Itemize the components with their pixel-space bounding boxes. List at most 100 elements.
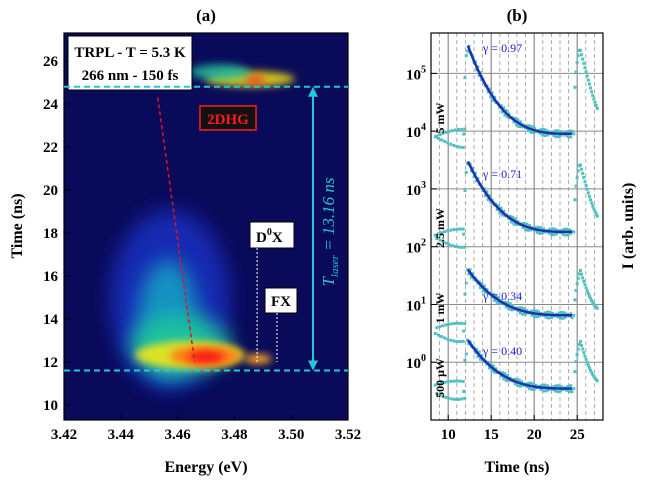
data-point: [439, 335, 443, 339]
data-point: [482, 284, 486, 288]
data-point: [513, 116, 517, 120]
data-point: [522, 307, 526, 311]
data-point: [520, 380, 524, 384]
data-point: [537, 310, 540, 314]
data-point: [438, 238, 442, 242]
data-point: [560, 310, 564, 314]
fit-curve: [466, 339, 572, 390]
data-point: [503, 300, 507, 304]
data-point: [570, 390, 574, 394]
data-point: [526, 129, 530, 133]
data-point: [574, 288, 578, 292]
data-point: [504, 109, 508, 113]
data-point: [506, 115, 510, 119]
data-point: [580, 343, 584, 347]
data-point: [502, 377, 506, 381]
data-point: [553, 389, 557, 393]
data-point: [436, 382, 440, 386]
data-point: [540, 133, 544, 137]
data-point: [556, 315, 560, 319]
data-point: [494, 294, 498, 298]
data-point: [484, 194, 488, 198]
data-point: [591, 300, 595, 304]
data-point: [537, 225, 540, 229]
data-point: [576, 347, 580, 351]
data-point: [455, 144, 459, 148]
tag-2dhg: 2DHG: [207, 112, 249, 128]
data-point: [511, 304, 515, 308]
data-point: [517, 306, 521, 310]
data-point: [522, 222, 526, 226]
data-point: [592, 97, 596, 101]
data-point: [534, 383, 538, 387]
y-tick-label: 24: [43, 97, 59, 113]
data-point: [438, 393, 442, 397]
data-point: [580, 272, 584, 276]
data-point: [480, 281, 484, 285]
data-point: [586, 363, 590, 367]
data-point: [435, 326, 439, 330]
data-point: [533, 387, 537, 391]
data-point: [584, 286, 588, 290]
data-point: [543, 134, 547, 138]
data-point: [476, 354, 480, 358]
y-tick-label: 105: [406, 64, 426, 83]
data-point: [592, 207, 596, 211]
data-point: [499, 206, 503, 210]
data-point: [582, 351, 586, 355]
data-point: [575, 60, 579, 64]
data-point: [506, 374, 510, 378]
data-point: [529, 130, 533, 134]
x-tick-label: 20: [527, 427, 542, 443]
data-point: [518, 120, 522, 124]
data-point: [457, 128, 461, 132]
panel-a-ticks: 3.42 3.44 3.46 3.48 3.50 3.52 10 12 14 16 18 20 22 24…: [43, 54, 361, 443]
data-point: [583, 66, 587, 70]
data-point: [589, 368, 593, 372]
data-point: [475, 179, 479, 183]
data-point: [439, 231, 443, 235]
data-point: [526, 381, 530, 385]
data-point: [469, 275, 473, 279]
data-point: [581, 57, 585, 61]
data-point: [567, 228, 571, 232]
data-point: [513, 217, 517, 221]
data-point: [498, 301, 502, 305]
tag-2dhg-box: [199, 105, 257, 131]
data-point: [438, 325, 442, 329]
data-point: [520, 125, 524, 129]
data-point: [551, 311, 555, 315]
data-point: [515, 377, 519, 381]
data-point: [573, 85, 577, 89]
data-point: [436, 232, 440, 236]
data-point: [441, 240, 445, 244]
2dhg-trend-line: [156, 97, 196, 363]
data-point: [457, 397, 461, 401]
data-point: [569, 231, 573, 235]
data-point: [586, 191, 590, 195]
data-point: [574, 184, 578, 188]
data-point: [549, 232, 553, 236]
data-point: [580, 167, 584, 171]
data-point: [589, 198, 593, 202]
data-point: [508, 302, 512, 306]
data-point: [584, 357, 588, 361]
data-point: [444, 241, 448, 245]
y-tick-label: 104: [406, 122, 426, 141]
x-tick-label: 3.42: [51, 427, 77, 443]
data-point: [520, 306, 524, 310]
data-point: [577, 342, 581, 346]
data-point: [491, 292, 495, 296]
data-point: [443, 230, 447, 234]
data-point: [548, 310, 552, 314]
data-point: [594, 212, 598, 216]
data-point: [458, 340, 462, 344]
data-point: [516, 118, 520, 122]
data-point: [452, 379, 456, 383]
data-point: [590, 298, 594, 302]
data-point: [457, 321, 461, 325]
data-point: [515, 123, 519, 127]
data-point: [475, 347, 479, 351]
tlaser-label: Tlaser = 13.16 ns: [319, 177, 341, 286]
